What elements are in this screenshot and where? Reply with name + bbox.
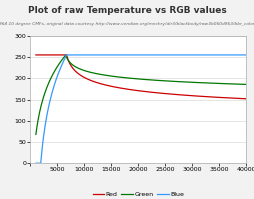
Text: (CIE 1964 10 degree CMFs, original data courtesy http://www.vendian.org/mnchry/d: (CIE 1964 10 degree CMFs, original data … bbox=[0, 22, 254, 26]
Legend: Red, Green, Blue: Red, Green, Blue bbox=[90, 189, 187, 199]
Text: Plot of raw Temperature vs RGB values: Plot of raw Temperature vs RGB values bbox=[28, 6, 226, 15]
